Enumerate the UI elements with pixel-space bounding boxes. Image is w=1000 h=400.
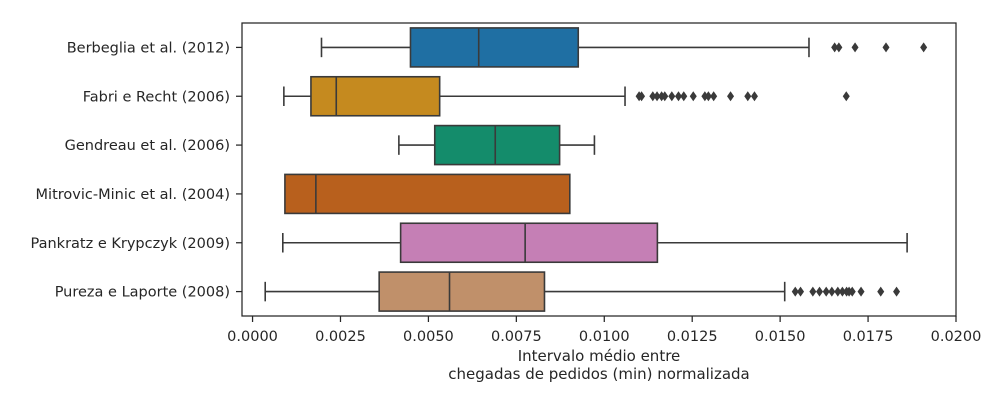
iqr-box [310, 75, 441, 117]
outlier-point [831, 42, 839, 53]
x-tick-label: 0.0150 [755, 329, 806, 345]
y-tick-label: Pureza e Laporte (2008) [55, 285, 230, 301]
y-tick-label: Fabri e Recht (2006) [83, 89, 230, 105]
outlier-point [689, 91, 697, 102]
iqr-box [409, 27, 580, 68]
outlier-point [851, 42, 859, 53]
box-group [398, 124, 596, 166]
box-group [283, 75, 850, 117]
outlier-point [848, 286, 856, 297]
boxes-layer [264, 27, 928, 312]
outlier-point [744, 91, 752, 102]
iqr-box [284, 173, 571, 215]
outlier-point [809, 286, 817, 297]
outlier-point [797, 286, 805, 297]
x-tick-label: 0.0100 [579, 329, 630, 345]
y-tick-label: Gendreau et al. (2006) [65, 138, 230, 154]
outlier-point [893, 286, 901, 297]
outlier-point [835, 42, 843, 53]
box-group [281, 222, 908, 264]
x-tick-label: 0.0050 [403, 329, 454, 345]
outlier-point [727, 91, 735, 102]
plot-frame [241, 22, 957, 317]
outlier-point [680, 91, 688, 102]
outlier-point [842, 91, 850, 102]
outlier-point [661, 91, 669, 102]
outlier-point [653, 91, 661, 102]
outlier-point [828, 286, 836, 297]
x-tick-label: 0.0200 [931, 329, 982, 345]
x-tick-label: 0.0175 [843, 329, 894, 345]
outlier-point [834, 286, 842, 297]
y-tick-label: Mitrovic-Minic et al. (2004) [36, 187, 230, 203]
outlier-point [877, 286, 885, 297]
outlier-point [857, 286, 865, 297]
x-tick-label: 0.0025 [315, 329, 366, 345]
outlier-point [822, 286, 830, 297]
outlier-point [701, 91, 709, 102]
outlier-point [920, 42, 928, 53]
outlier-point [791, 286, 799, 297]
outlier-point [882, 42, 890, 53]
y-axis: Berbeglia et al. (2012) Fabri e Recht (20… [31, 40, 242, 301]
outlier-point [816, 286, 824, 297]
box-group [320, 27, 928, 68]
outlier-point [838, 286, 846, 297]
y-tick-label: Pankratz e Krypczyk (2009) [31, 236, 231, 252]
box-group [264, 271, 901, 312]
x-tick-label: 0.0000 [227, 329, 278, 345]
x-axis-label-line-2: chegadas de pedidos (min) normalizada [448, 365, 750, 383]
outlier-point [704, 91, 712, 102]
box-group [284, 173, 571, 215]
x-tick-label: 0.0125 [667, 329, 718, 345]
x-axis: 0.0000 0.0025 0.0050 0.0075 0.0100 0.0125 0.01… [227, 316, 981, 345]
y-tick-label: Berbeglia et al. (2012) [67, 40, 230, 56]
x-tick-label: 0.0075 [491, 329, 542, 345]
iqr-box [433, 124, 561, 166]
iqr-box [399, 222, 659, 264]
outlier-point [649, 91, 657, 102]
outlier-point [750, 91, 758, 102]
outlier-point [638, 91, 646, 102]
x-axis-label-line-1: Intervalo médio entre [518, 347, 681, 365]
outlier-point [710, 91, 718, 102]
outlier-point [668, 91, 676, 102]
iqr-box [378, 271, 546, 312]
outlier-point [674, 91, 682, 102]
